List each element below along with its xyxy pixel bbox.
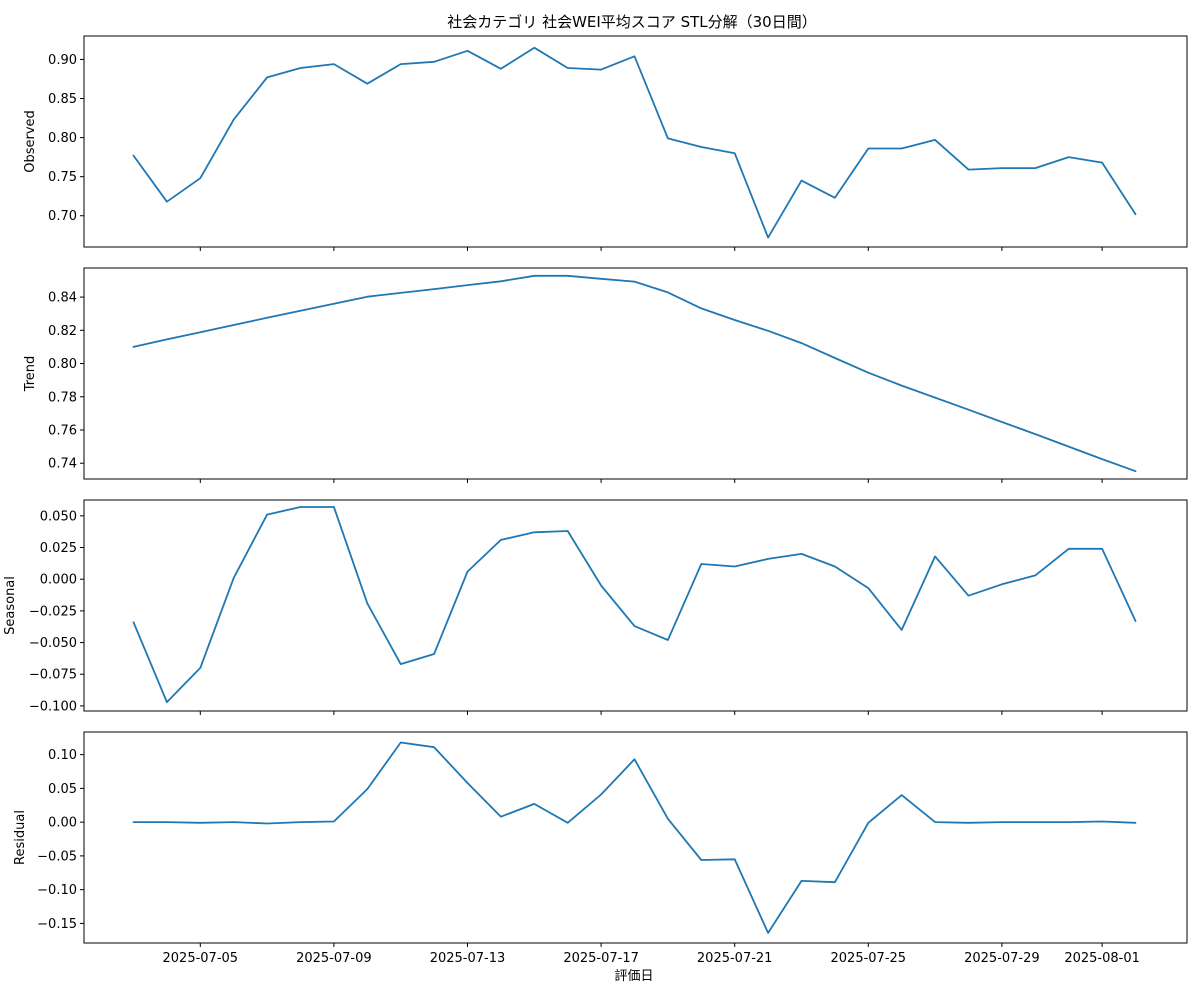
y-tick-label: 0.85 — [48, 92, 77, 107]
axes-frame — [83, 731, 1188, 944]
panel-observed: 0.70 0.75 0.80 0.85 0.90 Observed — [23, 35, 1188, 251]
x-tick-label: 2025-07-25 — [831, 951, 907, 966]
y-axis-label: Observed — [23, 110, 38, 173]
series-line-seasonal — [132, 506, 1137, 703]
axes-frame — [83, 267, 1188, 480]
y-tick-label: −0.100 — [29, 699, 77, 714]
chart-title: 社会カテゴリ 社会WEI平均スコア STL分解（30日間） — [447, 13, 816, 31]
y-tick-label: 0.78 — [48, 390, 77, 405]
y-tick-label: 0.82 — [48, 324, 77, 339]
y-tick-label: −0.05 — [37, 849, 77, 864]
y-tick-label: 0.00 — [48, 816, 77, 831]
panel-trend: 0.74 0.76 0.78 0.80 0.82 0.84 Trend — [23, 267, 1188, 483]
y-tick-label: 0.80 — [48, 131, 77, 146]
y-tick-label: 0.80 — [48, 357, 77, 372]
axes-frame — [83, 499, 1188, 712]
y-tick-label: 0.10 — [48, 748, 77, 763]
y-tick-label: 0.90 — [48, 53, 77, 68]
y-tick-label: −0.10 — [37, 883, 77, 898]
y-tick-label: 0.000 — [40, 573, 77, 588]
panels: 0.70 0.75 0.80 0.85 0.90 Observed 0.74 0.76 0.78… — [3, 35, 1188, 966]
x-axis-label: 評価日 — [614, 969, 653, 984]
series-line-trend — [132, 274, 1137, 473]
y-tick-label: −0.075 — [29, 668, 77, 683]
y-tick-label: 0.70 — [48, 209, 77, 224]
y-tick-label: 0.05 — [48, 782, 77, 797]
axes-frame — [83, 35, 1188, 248]
y-tick-label: −0.050 — [29, 636, 77, 651]
y-tick-label: 0.84 — [48, 291, 77, 306]
y-tick-label: −0.15 — [37, 917, 77, 932]
panel-seasonal: −0.100 −0.075 −0.050 −0.025 0.000 0.025 0.050 S… — [3, 499, 1188, 715]
x-tick-label: 2025-07-05 — [163, 951, 239, 966]
x-tick-label: 2025-07-17 — [563, 951, 639, 966]
y-tick-label: 0.050 — [40, 509, 77, 524]
x-tick-label: 2025-07-29 — [964, 951, 1040, 966]
x-tick-label: 2025-07-21 — [697, 951, 773, 966]
x-tick-label: 2025-07-09 — [296, 951, 372, 966]
series-line-residual — [132, 741, 1137, 934]
y-tick-label: 0.74 — [48, 457, 77, 472]
series-line-observed — [132, 46, 1137, 239]
y-tick-label: 0.025 — [40, 541, 77, 556]
panel-residual: −0.15 −0.10 −0.05 0.00 0.05 0.10 Residual 2025-… — [13, 731, 1188, 966]
y-axis-label: Residual — [13, 810, 28, 865]
x-tick-label: 2025-07-13 — [430, 951, 506, 966]
y-tick-label: 0.75 — [48, 170, 77, 185]
y-tick-label: −0.025 — [29, 604, 77, 619]
x-tick-label: 2025-08-01 — [1064, 951, 1140, 966]
y-axis-label: Seasonal — [3, 576, 18, 635]
y-axis-label: Trend — [23, 356, 38, 393]
y-tick-label: 0.76 — [48, 423, 77, 438]
